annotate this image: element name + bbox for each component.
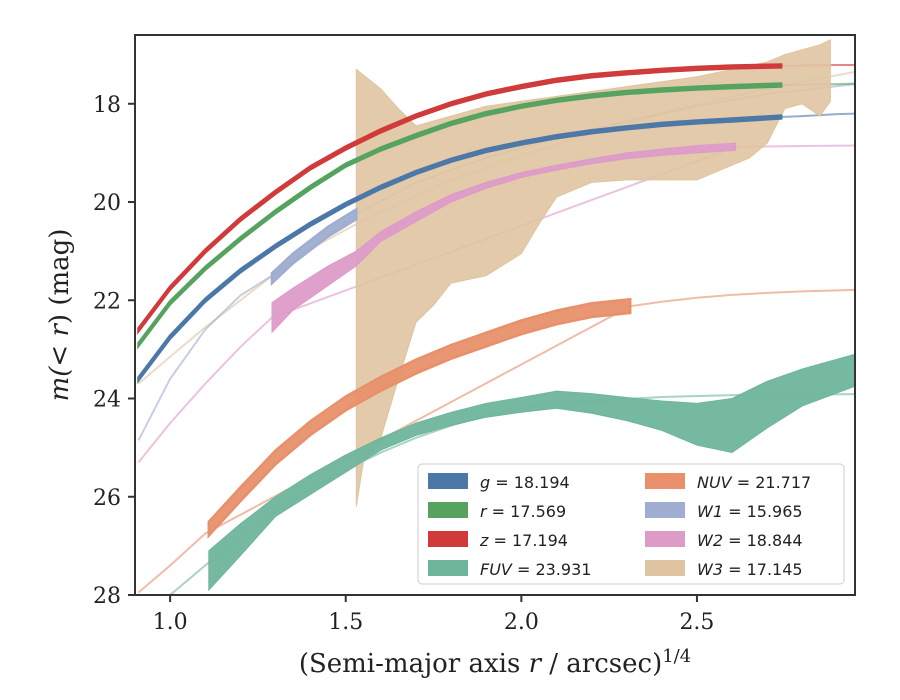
y-tick-label: 24 [93,388,121,413]
legend-label-FUV: FUV = 23.931 [480,560,591,579]
series-NUV-band [207,297,632,539]
y-axis: 18 20 22 24 26 28 [93,93,135,609]
legend-label-z: z = 17.194 [479,531,568,550]
y-axis-title-var: < r [45,323,75,367]
x-tick-label: 2.5 [679,610,714,635]
x-axis-title-sup: 1/4 [662,646,691,667]
legend-swatch-W1 [645,502,685,518]
legend-swatch-z [428,531,468,547]
series-W1-band [270,207,358,286]
y-tick-label: 22 [93,289,121,314]
series-g-band [137,114,783,385]
series-r-band [137,82,783,350]
x-axis-title: (Semi-major axis r / arcsec)1/4 [299,646,691,679]
legend-swatch-FUV [428,560,468,576]
legend-label-W3: W3 = 17.145 [697,560,803,579]
legend-swatch-r [428,502,468,518]
legend: g = 18.194 r = 17.569 z = 17.194 FUV = 23.9… [417,463,845,585]
y-tick-label: 28 [93,584,121,609]
legend-swatch-g [428,473,468,489]
x-tick-label: 1.5 [328,610,363,635]
legend-label-NUV: NUV = 21.717 [697,473,811,492]
y-tick-label: 18 [93,93,121,118]
y-tick-label: 26 [93,486,121,511]
x-axis-title-mid: / arcsec) [541,649,662,679]
plot-frame [134,34,856,596]
x-axis-title-pre: (Semi-major axis [299,649,529,679]
legend-swatch-W2 [645,531,685,547]
legend-label-W1: W1 = 15.965 [697,502,803,521]
legend-swatch-W3 [645,560,685,576]
x-axis: 1.0 1.5 2.0 2.5 [153,595,714,635]
x-tick-label: 2.0 [504,610,539,635]
legend-label-W2: W2 = 18.844 [697,531,803,550]
x-tick-label: 1.0 [153,610,188,635]
y-axis-title-pre: m( [45,366,75,402]
y-axis-title-post: ) (mag) [45,229,75,325]
plot-area [137,39,855,595]
y-tick-label: 20 [93,191,121,216]
legend-box [417,463,845,585]
series-z-band [137,63,783,335]
legend-swatch-NUV [645,473,685,489]
x-axis-title-var: r [529,649,543,679]
legend-label-r: r = 17.569 [480,502,566,521]
y-axis-title: m(< r) (mag) [45,229,75,402]
series-W3-band [355,39,831,507]
legend-label-g: g = 18.194 [480,473,570,492]
series-W2-band [271,142,737,334]
series-FUV-band [208,353,855,592]
series-NUV-model-line [137,288,855,594]
